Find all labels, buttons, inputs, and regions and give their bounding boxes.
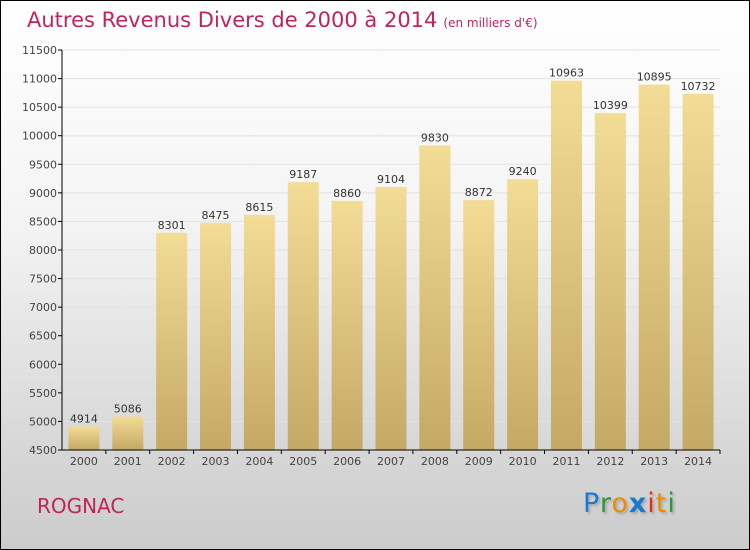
- bar-2006: [331, 200, 363, 450]
- bar-2007: [375, 186, 407, 450]
- bar-2002: [156, 232, 188, 450]
- y-tick-label: 8500: [29, 215, 57, 228]
- data-label-2006: 8860: [333, 187, 361, 200]
- data-label-2005: 9187: [289, 168, 317, 181]
- x-tick-label: 2002: [158, 455, 186, 468]
- data-label-2013: 10895: [637, 71, 672, 84]
- x-tick-label: 2010: [509, 455, 537, 468]
- x-tick-label: 2014: [684, 455, 712, 468]
- x-tick-label: 2008: [421, 455, 449, 468]
- data-label-2004: 8615: [245, 201, 273, 214]
- x-tick-label: 2003: [202, 455, 230, 468]
- y-tick-label: 7000: [29, 301, 57, 314]
- y-tick-label: 6000: [29, 358, 57, 371]
- x-tick-label: 2007: [377, 455, 405, 468]
- bar-2005: [287, 182, 319, 450]
- bar-2009: [463, 200, 495, 450]
- x-tick-label: 2000: [70, 455, 98, 468]
- y-tick-label: 9000: [29, 187, 57, 200]
- data-label-2001: 5086: [114, 403, 142, 416]
- x-tick-label: 2011: [552, 455, 580, 468]
- x-tick-label: 2001: [114, 455, 142, 468]
- data-label-2009: 8872: [465, 186, 493, 199]
- data-label-2000: 4914: [70, 412, 98, 425]
- title-text: Autres Revenus Divers de 2000 à 2014: [27, 8, 438, 32]
- bar-2013: [638, 84, 670, 451]
- bar-2000: [68, 426, 100, 450]
- y-tick-label: 10000: [22, 130, 57, 143]
- data-label-2003: 8475: [202, 209, 230, 222]
- data-label-2002: 8301: [158, 219, 186, 232]
- bar-2012: [594, 112, 626, 451]
- y-tick-label: 11500: [22, 44, 57, 57]
- x-tick-label: 2012: [596, 455, 624, 468]
- y-tick-label: 10500: [22, 101, 57, 114]
- y-tick-label: 5500: [29, 387, 57, 400]
- bar-2003: [200, 222, 232, 450]
- bar-2014: [682, 93, 714, 450]
- x-tick-label: 2005: [289, 455, 317, 468]
- city-label: ROGNAC: [37, 494, 125, 518]
- bar-2010: [507, 179, 539, 450]
- data-label-2010: 9240: [509, 165, 537, 178]
- y-tick-label: 11000: [22, 73, 57, 86]
- bar-2008: [419, 145, 451, 450]
- chart-title: Autres Revenus Divers de 2000 à 2014 (en …: [27, 8, 538, 32]
- bar-2011: [550, 80, 582, 450]
- y-tick-label: 9500: [29, 158, 57, 171]
- y-tick-label: 6500: [29, 330, 57, 343]
- x-tick-label: 2009: [465, 455, 493, 468]
- x-tick-label: 2004: [245, 455, 273, 468]
- data-label-2012: 10399: [593, 99, 628, 112]
- data-label-2011: 10963: [549, 67, 584, 80]
- x-tick-label: 2013: [640, 455, 668, 468]
- data-label-2007: 9104: [377, 173, 405, 186]
- y-tick-label: 7500: [29, 273, 57, 286]
- y-tick-label: 5000: [29, 415, 57, 428]
- bar-2001: [112, 416, 144, 450]
- x-tick-label: 2006: [333, 455, 361, 468]
- data-label-2014: 10732: [681, 80, 716, 93]
- y-tick-label: 8000: [29, 244, 57, 257]
- y-tick-label: 4500: [29, 444, 57, 457]
- subtitle-text: (en milliers d'€): [443, 16, 538, 30]
- proxiti-logo[interactable]: Proxiti: [583, 488, 676, 519]
- bar-2004: [243, 214, 275, 450]
- data-label-2008: 9830: [421, 131, 449, 144]
